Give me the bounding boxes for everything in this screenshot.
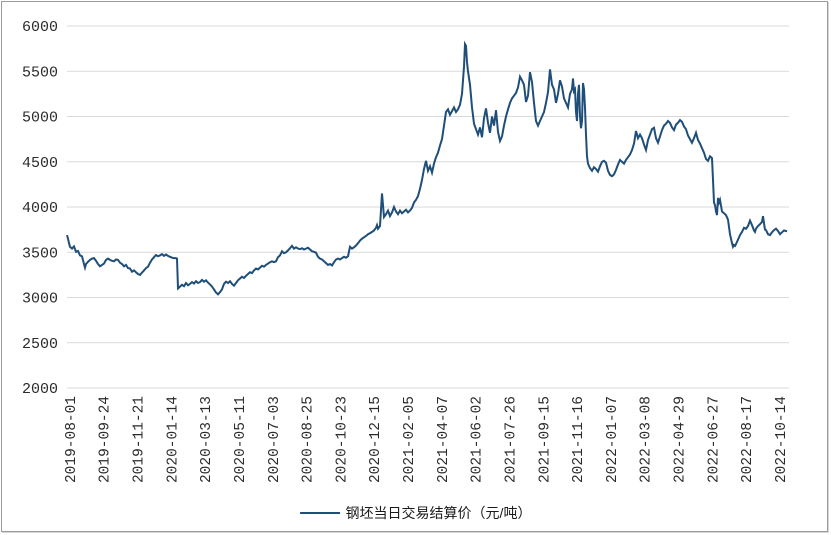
y-axis-label: 3500 (22, 245, 58, 262)
x-axis-label: 2020-12-15 (368, 396, 384, 483)
x-axis-label: 2020-05-11 (233, 396, 249, 483)
y-axis-label: 5000 (22, 110, 58, 127)
x-axis-label: 2019-11-21 (132, 396, 148, 483)
y-axis-label: 3000 (22, 291, 58, 308)
x-axis-label: 2022-03-08 (639, 396, 655, 483)
x-axis-label: 2019-08-01 (64, 396, 80, 483)
y-axis-label: 6000 (22, 19, 58, 36)
x-axis-label: 2020-01-14 (165, 396, 181, 483)
y-axis-label: 4500 (22, 155, 58, 172)
x-axis-label: 2021-06-02 (470, 396, 486, 483)
x-axis-label: 2020-10-23 (334, 396, 350, 483)
y-axis-label: 2500 (22, 336, 58, 353)
x-axis-label: 2022-01-07 (605, 396, 621, 483)
x-axis-label: 2021-02-05 (402, 396, 418, 483)
x-axis-label: 2020-07-03 (267, 396, 283, 483)
y-axis-label: 2000 (22, 381, 58, 398)
x-axis-label: 2022-04-29 (673, 396, 689, 483)
legend: 钢坯当日交易结算价（元/吨） (299, 503, 532, 523)
x-axis-label: 2022-06-27 (706, 396, 722, 483)
legend-line-swatch (299, 512, 340, 514)
y-axis-label: 4000 (22, 200, 58, 217)
x-axis-label: 2022-10-14 (774, 396, 790, 483)
x-axis-label: 2021-04-07 (436, 396, 452, 483)
x-axis-label: 2021-11-16 (571, 396, 587, 483)
legend-label: 钢坯当日交易结算价（元/吨） (345, 505, 532, 521)
x-axis-label: 2020-03-13 (199, 396, 215, 483)
x-axis-label: 2022-08-17 (740, 396, 756, 483)
x-axis-label: 2021-09-15 (537, 396, 553, 483)
y-axis-label: 5500 (22, 64, 58, 81)
x-axis-label: 2020-08-25 (301, 396, 317, 483)
price-line-series (66, 40, 788, 296)
x-axis-label: 2021-07-26 (503, 396, 519, 483)
x-axis-label: 2019-09-24 (98, 396, 114, 483)
